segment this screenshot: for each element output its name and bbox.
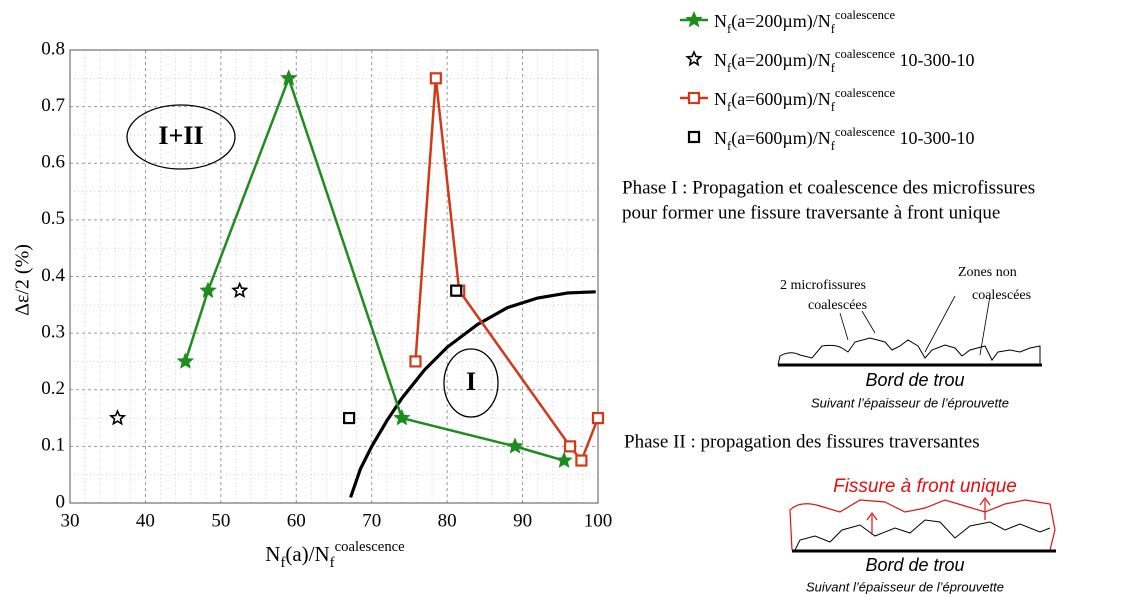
- square-marker: [575, 454, 588, 467]
- phase-text: Phase II : propagation des fissures trav…: [624, 431, 980, 452]
- diagram-caption: Suivant l’épaisseur de l’éprouvette: [806, 579, 1004, 594]
- square-marker: [342, 411, 356, 425]
- y-tick-label: 0: [56, 491, 66, 512]
- diagram-caption: Suivant l’épaisseur de l’éprouvette: [811, 395, 1009, 410]
- front-profile: [789, 499, 1056, 551]
- region-ellipse: [443, 348, 499, 418]
- y-tick-label: 0.1: [41, 435, 65, 456]
- square-marker: [591, 411, 605, 425]
- x-tick-label: 50: [211, 510, 230, 531]
- plot-frame: [69, 49, 599, 504]
- diagram-base: Bord de trou: [865, 555, 964, 575]
- star-marker: [685, 10, 703, 28]
- legend-label: Nf(a=600µm)/Nfcoalescence 10-300-10: [714, 125, 975, 153]
- y-tick-label: 0.7: [41, 95, 65, 116]
- diagram-2: Fissure à front unique Bord de trou Suiv…: [789, 476, 1056, 594]
- boundary-curve: [349, 290, 596, 498]
- series-line: [414, 78, 600, 464]
- y-tick-label: 0.8: [41, 38, 65, 59]
- x-tick-label: 40: [136, 510, 155, 531]
- phase-text: Phase I : Propagation et coalescence des…: [622, 177, 1035, 198]
- x-tick-label: 30: [61, 510, 80, 531]
- region-label: I: [466, 367, 476, 396]
- star-marker: [393, 409, 411, 426]
- y-tick-label: 0.5: [41, 208, 65, 229]
- star-marker: [199, 281, 217, 298]
- x-tick-label: 100: [584, 510, 613, 531]
- star-marker: [555, 451, 573, 468]
- x-tick-label: 80: [438, 510, 457, 531]
- square-marker: [429, 72, 442, 85]
- diagram-label: coalescées: [808, 298, 867, 313]
- y-tick-label: 0.6: [41, 152, 65, 173]
- legend-label: Nf(a=600µm)/Nfcoalescence: [714, 86, 895, 114]
- series-line: [184, 74, 565, 462]
- x-axis-label: Nf(a)/Nfcoalescence: [265, 539, 405, 571]
- diagram-front-label: Fissure à front unique: [833, 476, 1017, 497]
- star-marker: [506, 437, 524, 454]
- star-marker: [176, 352, 195, 369]
- legend-label: Nf(a=200µm)/Nfcoalescence 10-300-10: [714, 47, 975, 75]
- star-marker: [685, 49, 703, 67]
- legend-label: Nf(a=200µm)/Nfcoalescence: [714, 8, 895, 36]
- square-marker: [687, 130, 701, 144]
- square-marker: [409, 355, 422, 368]
- star-marker: [231, 281, 249, 298]
- y-axis-label: Δε/2 (%): [12, 244, 34, 316]
- star-marker: [280, 69, 298, 86]
- crack-profile: [777, 337, 1041, 366]
- growth-arrow: [866, 496, 991, 535]
- x-tick-label: 70: [362, 510, 381, 531]
- y-tick-label: 0.2: [41, 378, 65, 399]
- square-marker: [563, 440, 577, 453]
- diagram-label: 2 microfissures: [780, 278, 866, 293]
- phase-text: pour former une fissure traversante à fr…: [622, 202, 1000, 223]
- x-tick-label: 60: [287, 510, 306, 531]
- region-label: I+II: [158, 121, 203, 150]
- y-tick-label: 0.4: [41, 265, 65, 286]
- y-tick-label: 0.3: [41, 321, 65, 342]
- x-tick-label: 90: [513, 510, 532, 531]
- crack-profile: [794, 519, 1051, 551]
- diagram-label: Zones non: [958, 265, 1017, 280]
- diagram-1: 2 microfissures coalescées Zones non coa…: [777, 265, 1042, 410]
- square-marker: [687, 91, 701, 105]
- diagram-base: Bord de trou: [865, 370, 964, 390]
- diagram-label: coalescées: [972, 288, 1031, 303]
- pointer: [839, 295, 991, 356]
- region-ellipse: [126, 104, 236, 170]
- square-marker: [450, 284, 463, 297]
- star-marker: [108, 409, 127, 426]
